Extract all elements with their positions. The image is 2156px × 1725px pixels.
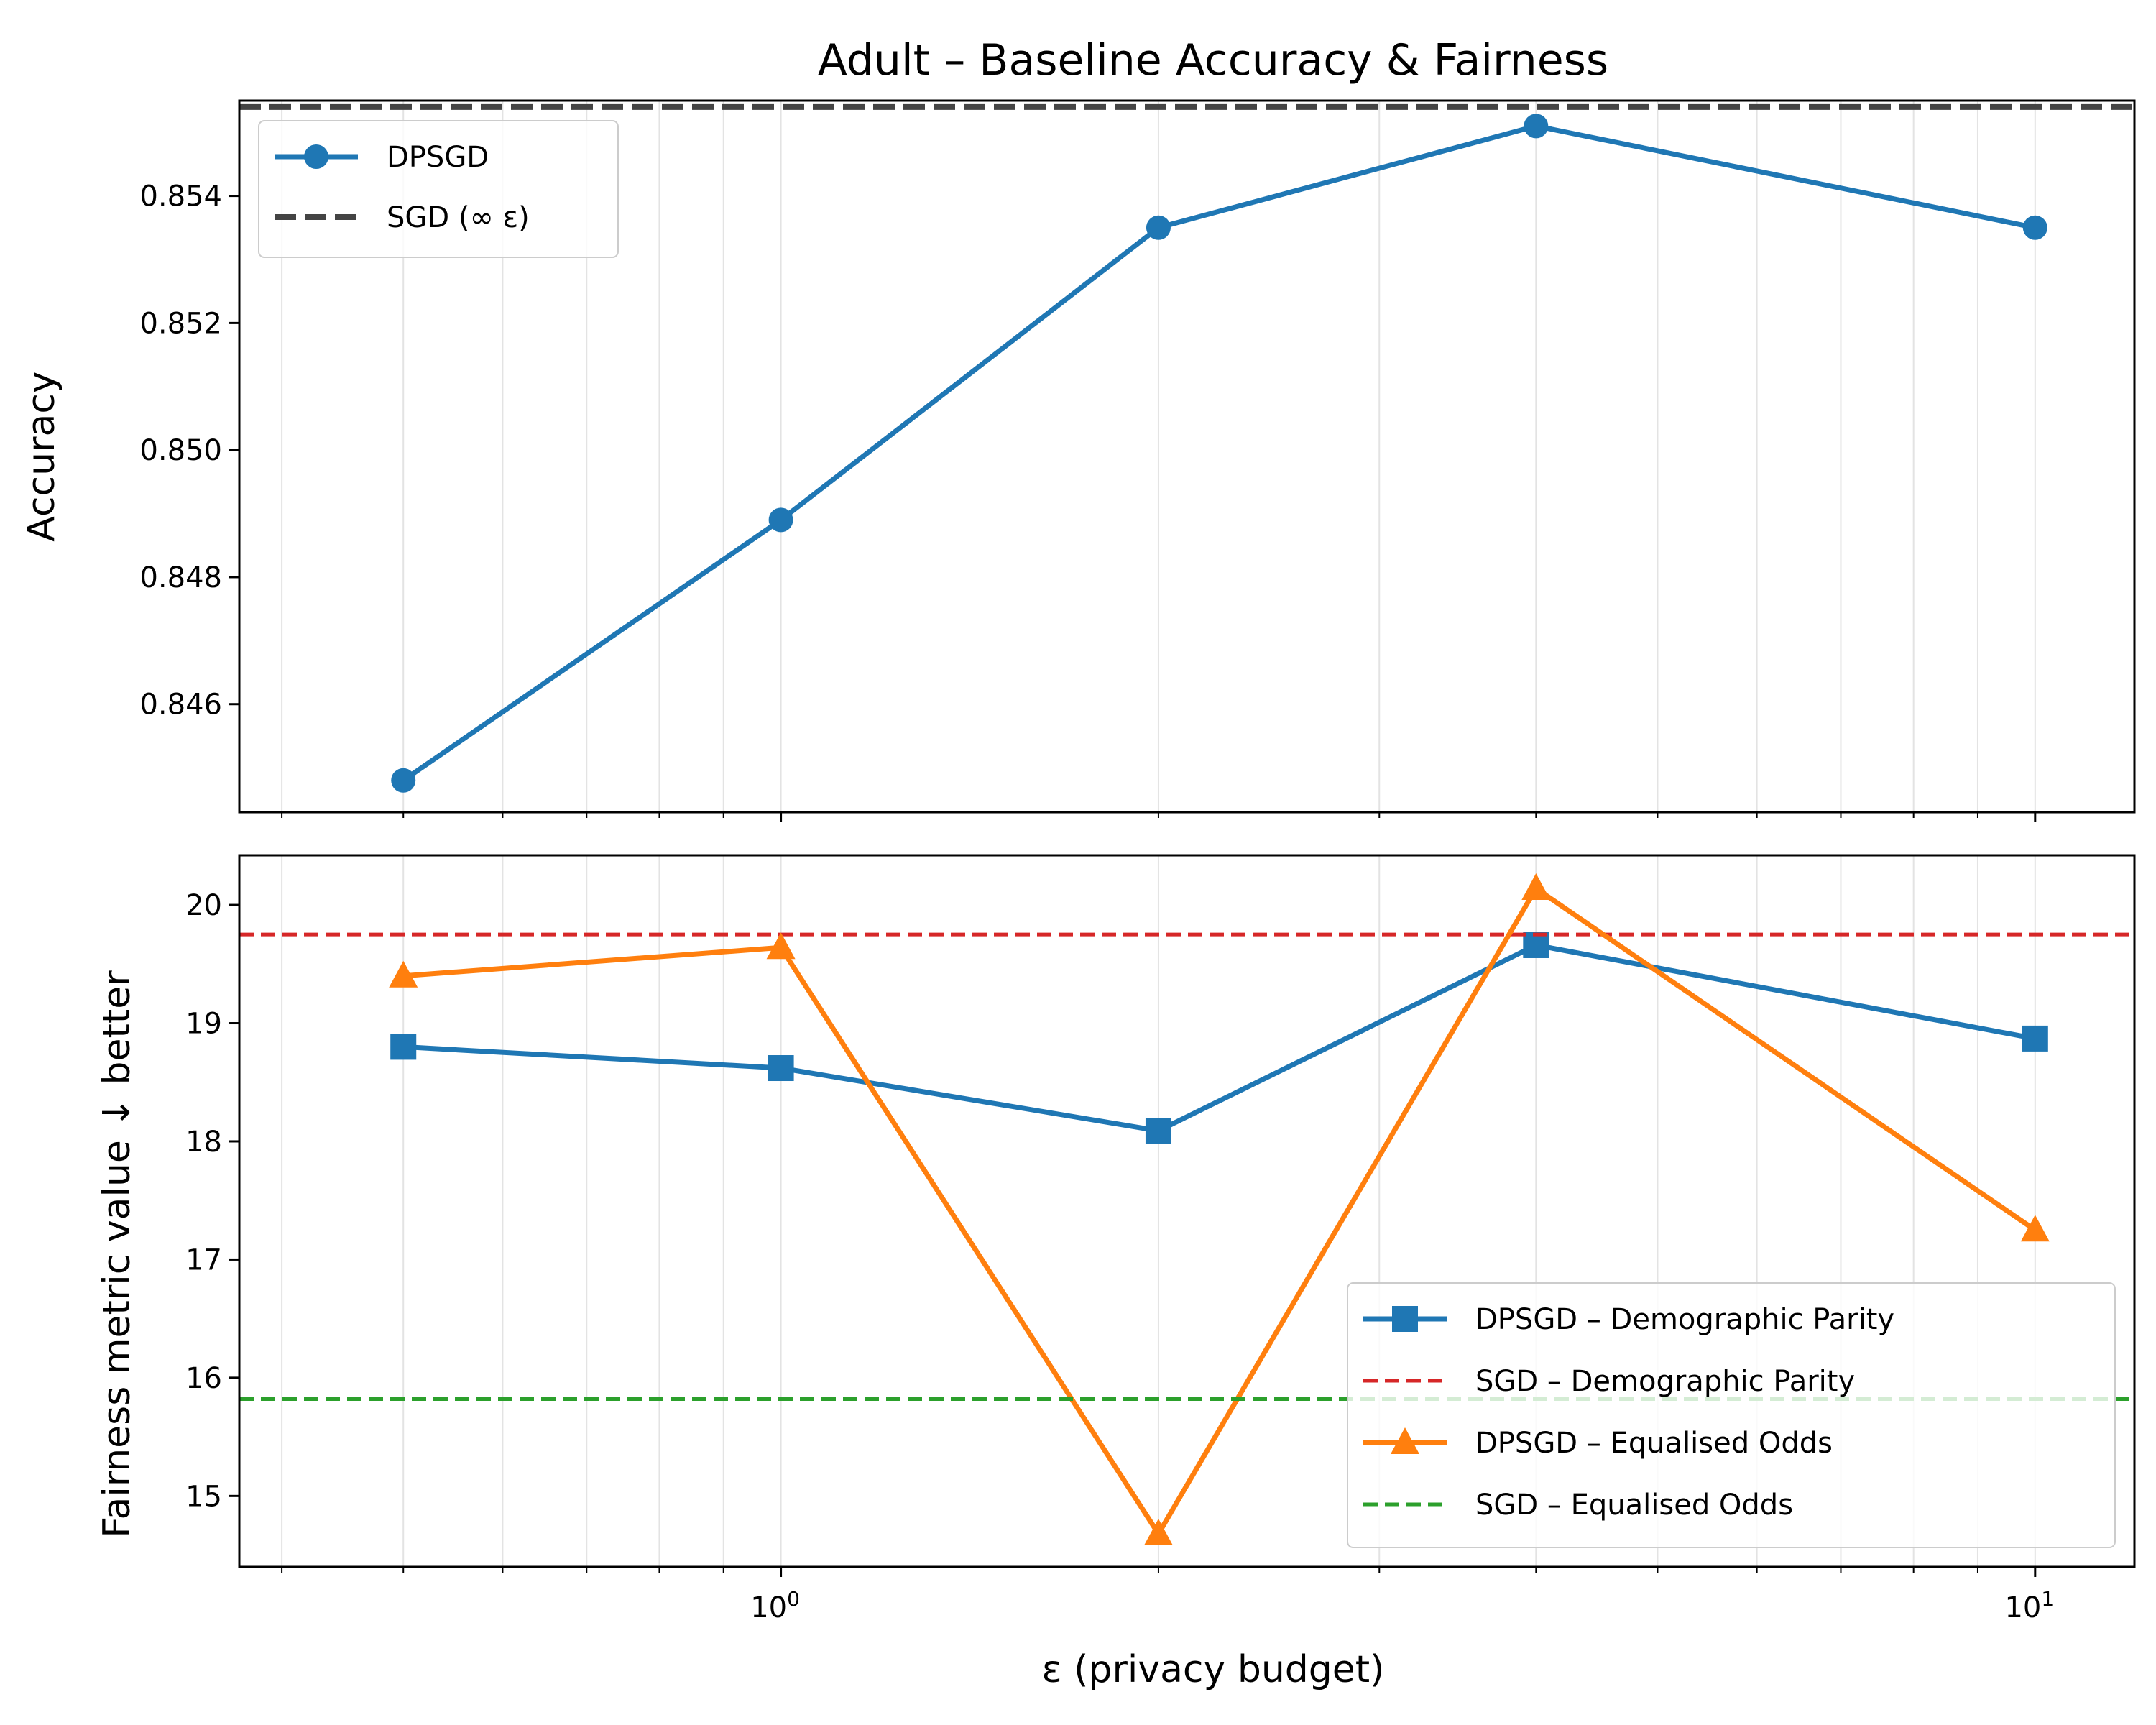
- legend-label: DPSGD – Demographic Parity: [1475, 1303, 1894, 1336]
- data-point: [391, 768, 416, 793]
- data-point: [766, 932, 796, 960]
- x-axis: 100 101: [750, 1587, 2054, 1624]
- y-axis-label: Fairness metric value ↓ better: [96, 970, 139, 1538]
- fairness-panel: 15 16 17 18 19 20 Fairness metric value ↓ bett…: [96, 854, 2136, 1577]
- data-point: [389, 960, 418, 988]
- data-point: [768, 507, 793, 533]
- series-line: [402, 123, 2036, 783]
- legend-box: [1347, 1282, 2116, 1548]
- data-point: [2022, 1025, 2048, 1052]
- series-line: [403, 942, 2036, 1133]
- data-point: [2020, 1215, 2050, 1242]
- legend: DPSGD SGD (∞ ε): [258, 120, 619, 258]
- data-point: [1146, 215, 1171, 240]
- y-tick-label: 0.850: [139, 434, 222, 467]
- legend: DPSGD – Demographic Parity SGD – Demograp…: [1347, 1282, 2116, 1548]
- y-tick-label: 19: [185, 1008, 222, 1041]
- data-point: [1145, 1118, 1171, 1144]
- data-point: [390, 1034, 417, 1060]
- y-tick-label: 17: [185, 1243, 222, 1276]
- y-tick-label: 0.852: [139, 307, 222, 340]
- data-point: [1143, 1518, 1173, 1545]
- y-tick-label: 0.846: [139, 689, 222, 722]
- x-axis-label: ε (privacy budget): [1042, 1648, 1385, 1691]
- chart-title: Adult – Baseline Accuracy & Fairness: [818, 35, 1608, 86]
- data-point: [2022, 215, 2047, 240]
- plot-frame: [238, 99, 2136, 814]
- accuracy-panel: 0.846 0.848 0.850 0.852 0.854 Accuracy DPSGD SG…: [20, 99, 2136, 822]
- legend-marker: [1391, 1427, 1419, 1454]
- y-tick-label: 0.854: [139, 180, 222, 213]
- legend-label: DPSGD – Equalised Odds: [1475, 1427, 1833, 1460]
- data-point: [1523, 932, 1549, 958]
- y-tick-label: 0.848: [139, 561, 222, 594]
- data-point: [768, 1055, 794, 1082]
- legend-label: SGD – Demographic Parity: [1475, 1365, 1855, 1398]
- legend-label: SGD – Equalised Odds: [1475, 1489, 1793, 1522]
- y-axis-label: Accuracy: [20, 371, 63, 541]
- y-tick-label: 18: [185, 1126, 222, 1159]
- legend-marker: [304, 144, 328, 169]
- data-point: [1524, 114, 1549, 139]
- plot-frame: [238, 854, 2136, 1568]
- x-tick-label: 100: [750, 1587, 800, 1624]
- legend-label: DPSGD: [387, 141, 489, 174]
- legend-marker: [1392, 1306, 1418, 1332]
- y-tick-label: 16: [185, 1362, 222, 1395]
- y-tick-label: 15: [185, 1480, 222, 1513]
- y-tick-label: 20: [185, 889, 222, 922]
- x-tick-label: 101: [2004, 1587, 2054, 1624]
- legend-label: SGD (∞ ε): [387, 201, 530, 234]
- data-point: [1521, 873, 1551, 901]
